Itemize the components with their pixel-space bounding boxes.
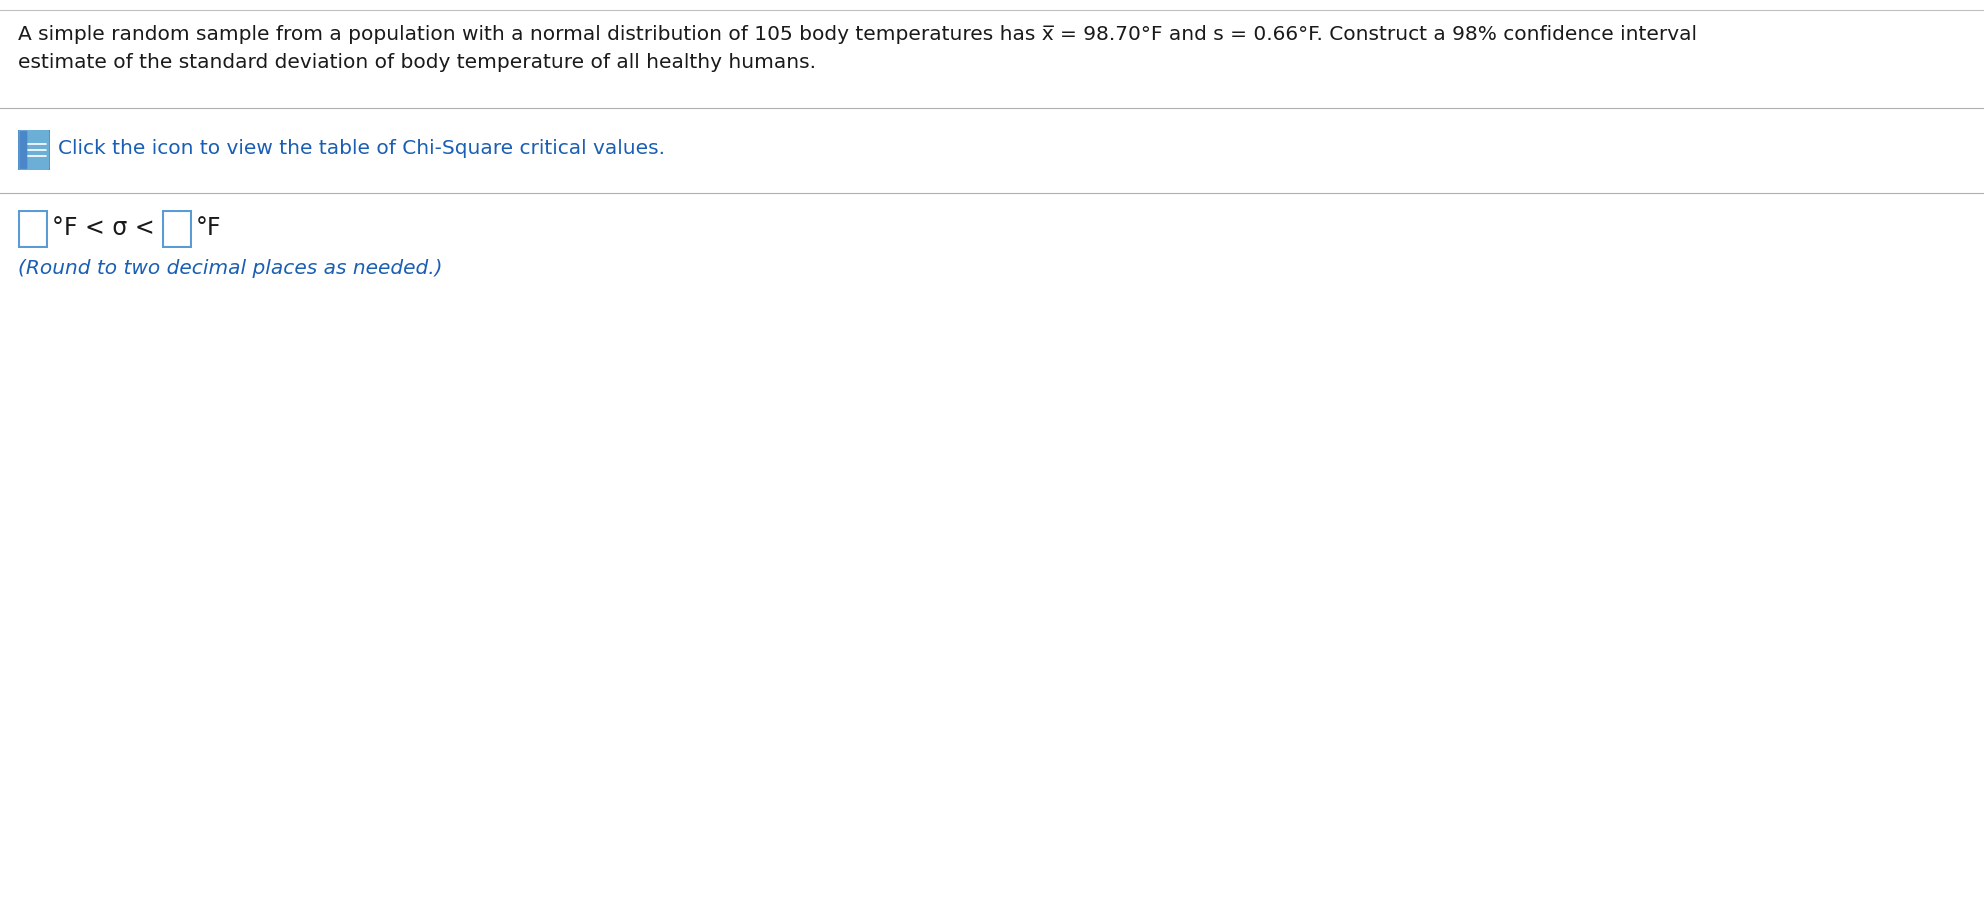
Text: estimate of the standard deviation of body temperature of all healthy humans.: estimate of the standard deviation of bo… (18, 53, 815, 72)
Text: Click the icon to view the table of Chi-Square critical values.: Click the icon to view the table of Chi-… (58, 139, 665, 158)
FancyBboxPatch shape (18, 211, 48, 247)
FancyBboxPatch shape (163, 211, 190, 247)
FancyBboxPatch shape (18, 129, 50, 171)
FancyBboxPatch shape (20, 131, 28, 169)
Text: A simple random sample from a population with a normal distribution of 105 body : A simple random sample from a population… (18, 25, 1696, 44)
Text: °F < σ <: °F < σ < (52, 216, 163, 240)
Text: °F: °F (196, 216, 222, 240)
Text: (Round to two decimal places as needed.): (Round to two decimal places as needed.) (18, 258, 442, 277)
